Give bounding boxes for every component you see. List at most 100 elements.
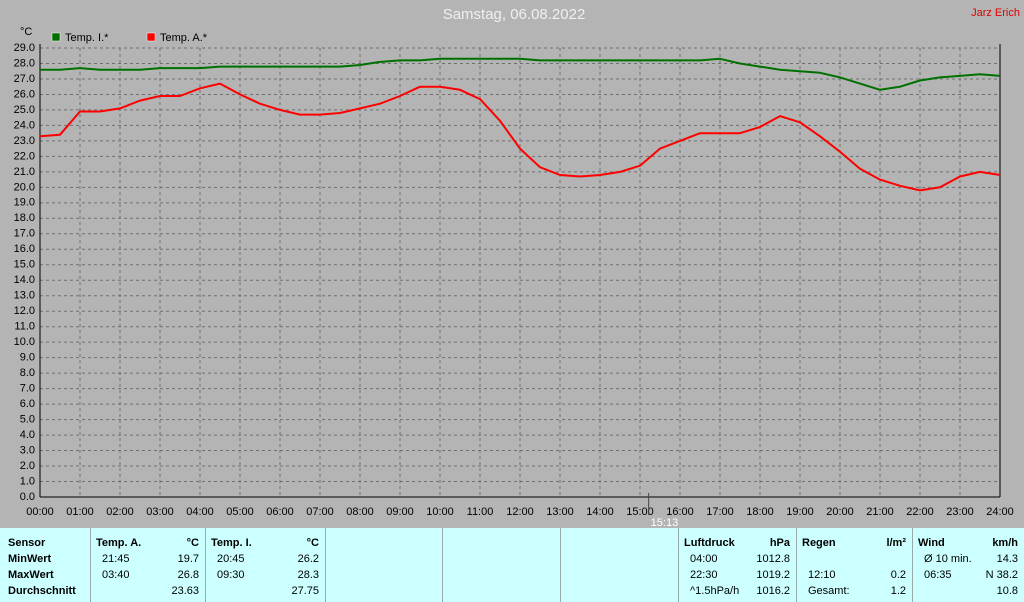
y-tick-label: 18.0 [14,212,35,224]
cell-label: 21:45 [102,553,130,565]
column-unit: km/h [992,537,1018,549]
y-tick-label: 28.0 [14,57,35,69]
x-tick-label: 08:00 [346,506,374,518]
x-tick-label: 17:00 [706,506,734,518]
column-divider [205,528,206,602]
row-label: Durchschnitt [8,585,76,597]
cell-label: 09:30 [217,569,245,581]
cell-value: 1016.2 [756,585,790,597]
y-tick-label: 12.0 [14,305,35,317]
column-header: Wind [918,537,945,549]
series-line [39,82,1001,192]
column-divider [678,528,679,602]
x-tick-label: 15:00 [626,506,654,518]
cell-value: 26.8 [177,569,199,581]
column-unit: l/m² [886,537,906,549]
column-divider [442,528,443,602]
y-tick-label: 17.0 [14,228,35,240]
x-tick-label: 18:00 [746,506,774,518]
cell-value: 10.8 [996,585,1018,597]
cell-value: 14.3 [996,553,1018,565]
author: Jarz Erich [971,7,1020,19]
x-tick-label: 05:00 [226,506,254,518]
x-tick-label: 20:00 [826,506,854,518]
cell-value: 28.3 [297,569,319,581]
x-tick-label: 12:00 [506,506,534,518]
y-tick-label: 20.0 [14,181,35,193]
x-tick-label: 04:00 [186,506,214,518]
cell-value: 1019.2 [756,569,790,581]
cell-label: Ø 10 min. [924,553,972,565]
x-tick-label: 14:00 [586,506,614,518]
column-header: Luftdruck [684,537,735,549]
cell-value: 1012.8 [756,553,790,565]
row-label: Sensor [8,537,46,549]
y-tick-label: 15.0 [14,259,35,271]
time-marker-label: 15:13 [651,517,679,528]
chart: Samstag, 06.08.2022 Jarz Erich °C 0.0 1.0… [14,6,1020,528]
legend-label: Temp. I.* [65,32,109,44]
cell-value: 19.7 [177,553,199,565]
x-tick-label: 23:00 [946,506,974,518]
y-tick-label: 24.0 [14,119,35,131]
legend-swatch [51,32,61,42]
cell-value: 23.63 [171,585,199,597]
cell-value: N 38.2 [985,569,1018,581]
y-tick-label: 13.0 [14,290,35,302]
x-tick-label: 16:00 [666,506,694,518]
x-tick-label: 07:00 [306,506,334,518]
x-tick-label: 13:00 [546,506,574,518]
column-header: Temp. I. [211,537,252,549]
cell-value: 26.2 [297,553,319,565]
cell-label: 22:30 [690,569,718,581]
x-tick-label: 09:00 [386,506,414,518]
x-tick-label: 22:00 [906,506,934,518]
y-tick-label: 2.0 [20,460,35,472]
y-tick-label: 25.0 [14,104,35,116]
y-tick-label: 10.0 [14,336,35,348]
y-tick-label: 21.0 [14,166,35,178]
x-tick-label: 19:00 [786,506,814,518]
y-tick-label: 9.0 [20,352,35,364]
y-tick-label: 27.0 [14,73,35,85]
x-tick-label: 24:00 [986,506,1014,518]
y-tick-label: 8.0 [20,367,35,379]
column-divider [560,528,561,602]
column-header: Temp. A. [96,537,142,549]
y-tick-label: 7.0 [20,383,35,395]
cell-label: 06:35 [924,569,952,581]
column-divider [796,528,797,602]
y-tick-label: 16.0 [14,243,35,255]
y-tick-label: 23.0 [14,135,35,147]
x-tick-label: 02:00 [106,506,134,518]
y-tick-label: 26.0 [14,88,35,100]
x-tick-label: 06:00 [266,506,294,518]
legend-swatch [146,32,156,42]
cell-label: 20:45 [217,553,245,565]
y-tick-label: 11.0 [14,321,35,333]
legend-label: Temp. A.* [160,32,208,44]
column-divider [90,528,91,602]
cell-label: 04:00 [690,553,718,565]
x-tick-label: 10:00 [426,506,454,518]
y-tick-label: 0.0 [20,491,35,503]
y-tick-label: 22.0 [14,150,35,162]
x-tick-label: 00:00 [26,506,54,518]
y-tick-label: 3.0 [20,444,35,456]
y-tick-label: 6.0 [20,398,35,410]
chart-title: Samstag, 06.08.2022 [443,6,586,23]
y-tick-label: 4.0 [20,429,35,441]
column-unit: °C [306,537,319,549]
column-unit: °C [186,537,199,549]
column-divider [325,528,326,602]
column-header: Regen [802,537,836,549]
row-label: MinWert [8,553,52,565]
column-unit: hPa [769,537,790,549]
x-tick-label: 03:00 [146,506,174,518]
cell-label: ^1.5hPa/h [690,585,740,597]
column-divider [912,528,913,602]
x-tick-label: 11:00 [467,506,494,518]
stats-table: Sensor MinWert MaxWert Durchschnitt Temp. A.… [0,528,1024,602]
cell-value: 0.2 [890,569,906,581]
